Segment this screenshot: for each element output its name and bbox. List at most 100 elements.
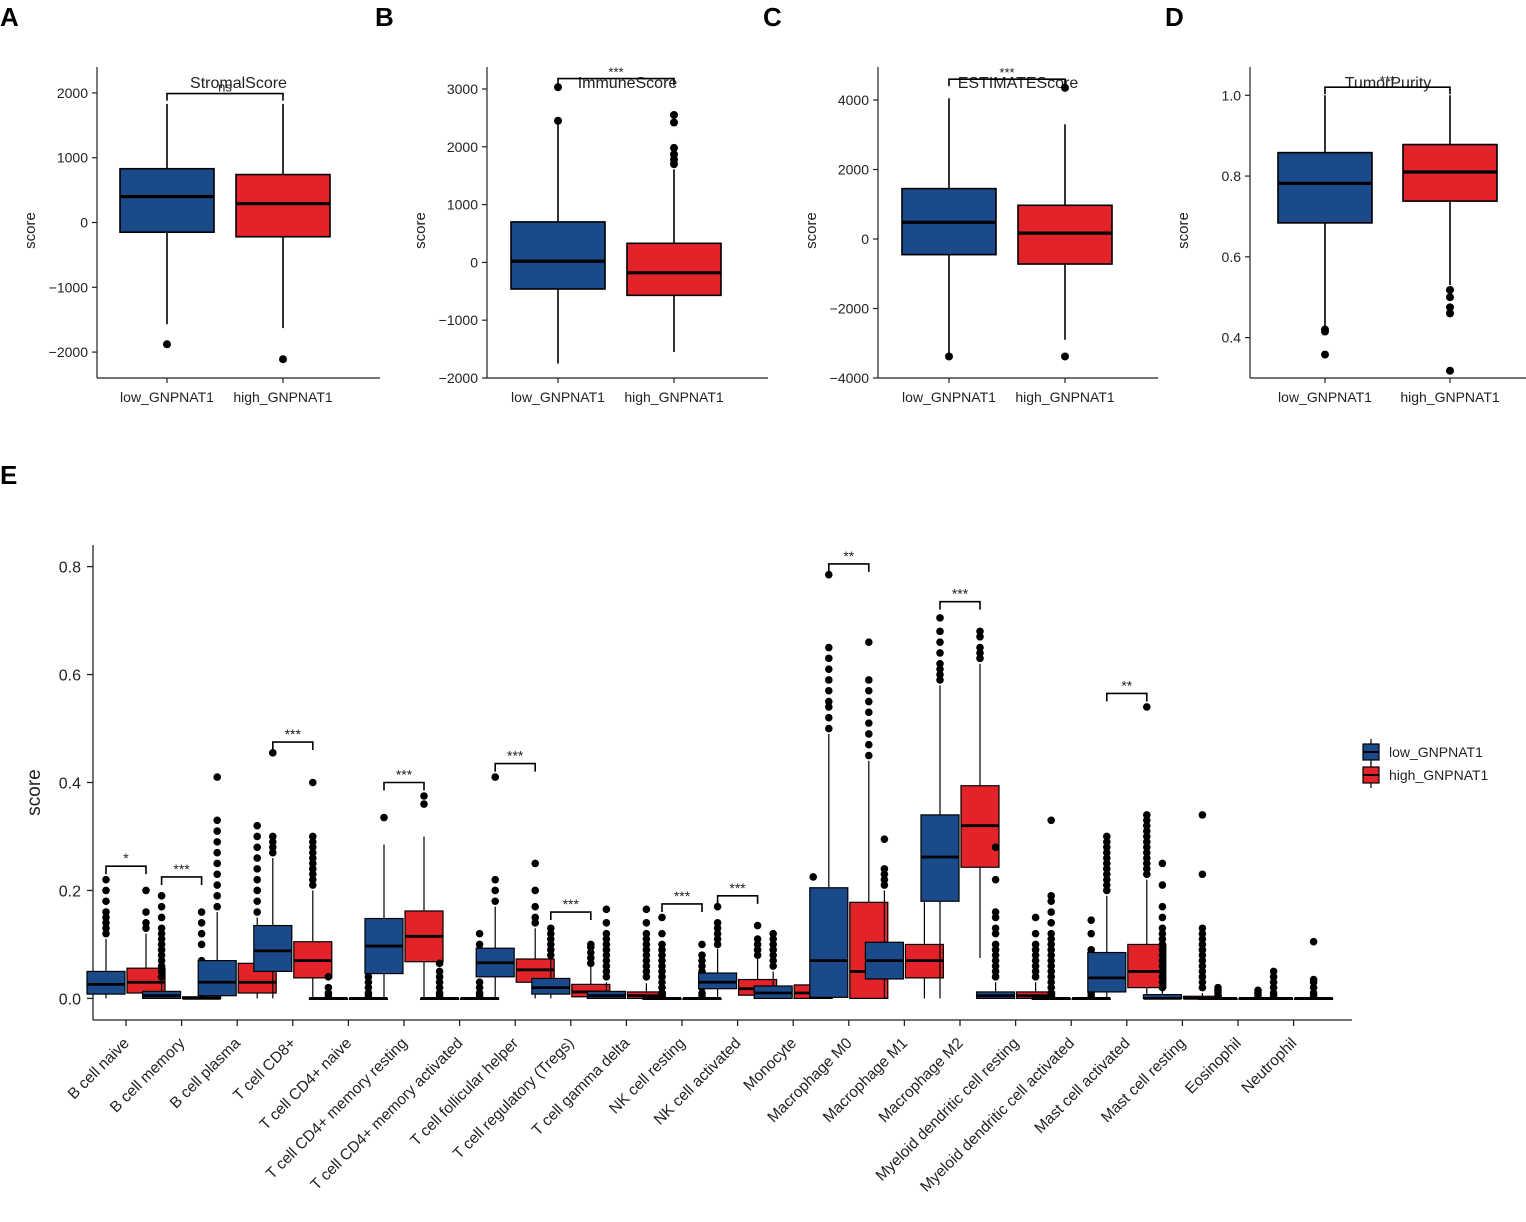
box-low-outlier	[1269, 989, 1278, 997]
box-low-outlier	[880, 875, 889, 884]
box-low-outlier	[936, 665, 944, 673]
significance-label: ***	[507, 748, 524, 764]
significance-bracket	[948, 78, 1066, 87]
box-low-outlier	[1103, 886, 1111, 895]
y-tick-label: 0.4	[1222, 330, 1242, 346]
box-low-outlier	[213, 816, 221, 825]
box-low-outlier	[991, 946, 1000, 954]
box-high-outlier	[253, 865, 261, 873]
panel-title: ImmuneScore	[578, 75, 678, 92]
box-high-outlier	[698, 951, 706, 960]
box-low-outlier	[554, 116, 562, 125]
y-tick-label: 0.6	[1222, 249, 1242, 265]
box-low-outlier	[1158, 962, 1167, 970]
box-high-outlier	[698, 940, 706, 949]
category-group: NK cell activated***	[651, 880, 778, 1128]
box-high-outlier	[753, 940, 762, 949]
significance-label: ns	[218, 80, 232, 95]
box-high-box	[626, 242, 722, 297]
significance-bracket	[383, 781, 425, 791]
box-low-box	[119, 167, 215, 234]
box-low-outlier	[213, 902, 221, 911]
box-low-outlier	[157, 946, 166, 954]
box-high-outlier	[197, 908, 206, 916]
box-high-outlier	[865, 697, 873, 706]
box-high-outlier	[587, 948, 595, 957]
box-low-outlier	[880, 865, 889, 873]
box-high-outlier	[1031, 913, 1040, 922]
box-low-outlier	[213, 870, 221, 879]
box-low-outlier	[991, 929, 1000, 938]
significance-label: ***	[608, 65, 623, 80]
box-high-outlier	[753, 946, 762, 954]
box-high-outlier	[1031, 940, 1040, 949]
box-high-outlier	[197, 919, 206, 927]
box-low-outlier	[991, 967, 1000, 976]
box-low-outlier	[157, 892, 166, 900]
box-low-outlier	[602, 940, 611, 949]
y-tick-label: 2000	[447, 139, 478, 155]
y-tick-label: 0.8	[59, 560, 81, 577]
box-low-outlier	[269, 848, 277, 857]
box-low-outlier	[880, 881, 889, 889]
box-low-outlier	[713, 940, 722, 949]
box-low-outlier	[658, 940, 666, 949]
box-low-outlier	[491, 897, 500, 906]
box-high-outlier	[1143, 859, 1151, 868]
box-low-outlier	[1103, 881, 1111, 889]
box-high-outlier	[642, 929, 651, 938]
box-low-outlier	[102, 875, 110, 884]
box-high-outlier	[865, 719, 873, 727]
box-high-outlier	[1061, 352, 1069, 361]
box-low-outlier	[825, 665, 833, 673]
box-low-outlier	[991, 962, 1000, 970]
box-low-outlier	[213, 848, 221, 857]
box-high-outlier	[1031, 967, 1040, 976]
box-low-outlier	[269, 843, 277, 852]
y-tick-label: 1000	[57, 150, 88, 166]
box-high-outlier	[309, 870, 317, 879]
box-low-outlier	[1047, 989, 1055, 997]
box-high-outlier	[670, 110, 678, 119]
box-low-outlier	[1158, 951, 1167, 960]
box-high-outlier	[1143, 854, 1151, 862]
box-high-outlier	[698, 989, 706, 997]
box-low-outlier	[1047, 978, 1055, 987]
box-high-outlier	[865, 708, 873, 717]
box-low-outlier	[1158, 956, 1167, 965]
box-high-outlier	[642, 956, 651, 965]
box-low-outlier	[713, 929, 722, 938]
box-low-outlier	[936, 614, 944, 622]
x-tick-label: low_GNPNAT1	[902, 389, 996, 405]
box-high-outlier	[1143, 811, 1151, 819]
box-low-outlier	[1047, 892, 1055, 900]
y-tick-label: −2000	[830, 301, 870, 317]
box-low-outlier	[213, 881, 221, 889]
box-high-outlier	[309, 881, 317, 889]
panel-letter: D	[1165, 2, 1184, 32]
box-low-outlier	[1158, 902, 1167, 911]
box-low-outlier	[102, 929, 110, 938]
box-high-outlier	[475, 929, 484, 938]
significance-label: ***	[285, 726, 302, 742]
box-low-outlier	[491, 773, 500, 781]
box-high-outlier	[1446, 285, 1454, 294]
x-tick-label: Mast cell activated	[1031, 1035, 1133, 1137]
box-low-outlier	[825, 703, 833, 711]
box-low-outlier	[769, 956, 777, 965]
y-axis-label: score	[1175, 212, 1192, 249]
y-axis-label: score	[803, 212, 820, 249]
box-low-outlier	[1158, 929, 1167, 938]
box-high-outlier	[1198, 962, 1207, 970]
box-high-outlier	[253, 908, 261, 916]
panel-b: B ImmuneScore −2000 −1000 0 1000 2000 3000 score…	[375, 2, 768, 405]
significance-bracket	[550, 911, 592, 921]
box-low-outlier	[102, 913, 110, 922]
box-low-outlier	[435, 967, 444, 976]
box-high-outlier	[1143, 843, 1151, 852]
y-axis-label: score	[24, 769, 45, 815]
box-high-outlier	[142, 886, 150, 895]
box-low-outlier	[1214, 983, 1222, 992]
